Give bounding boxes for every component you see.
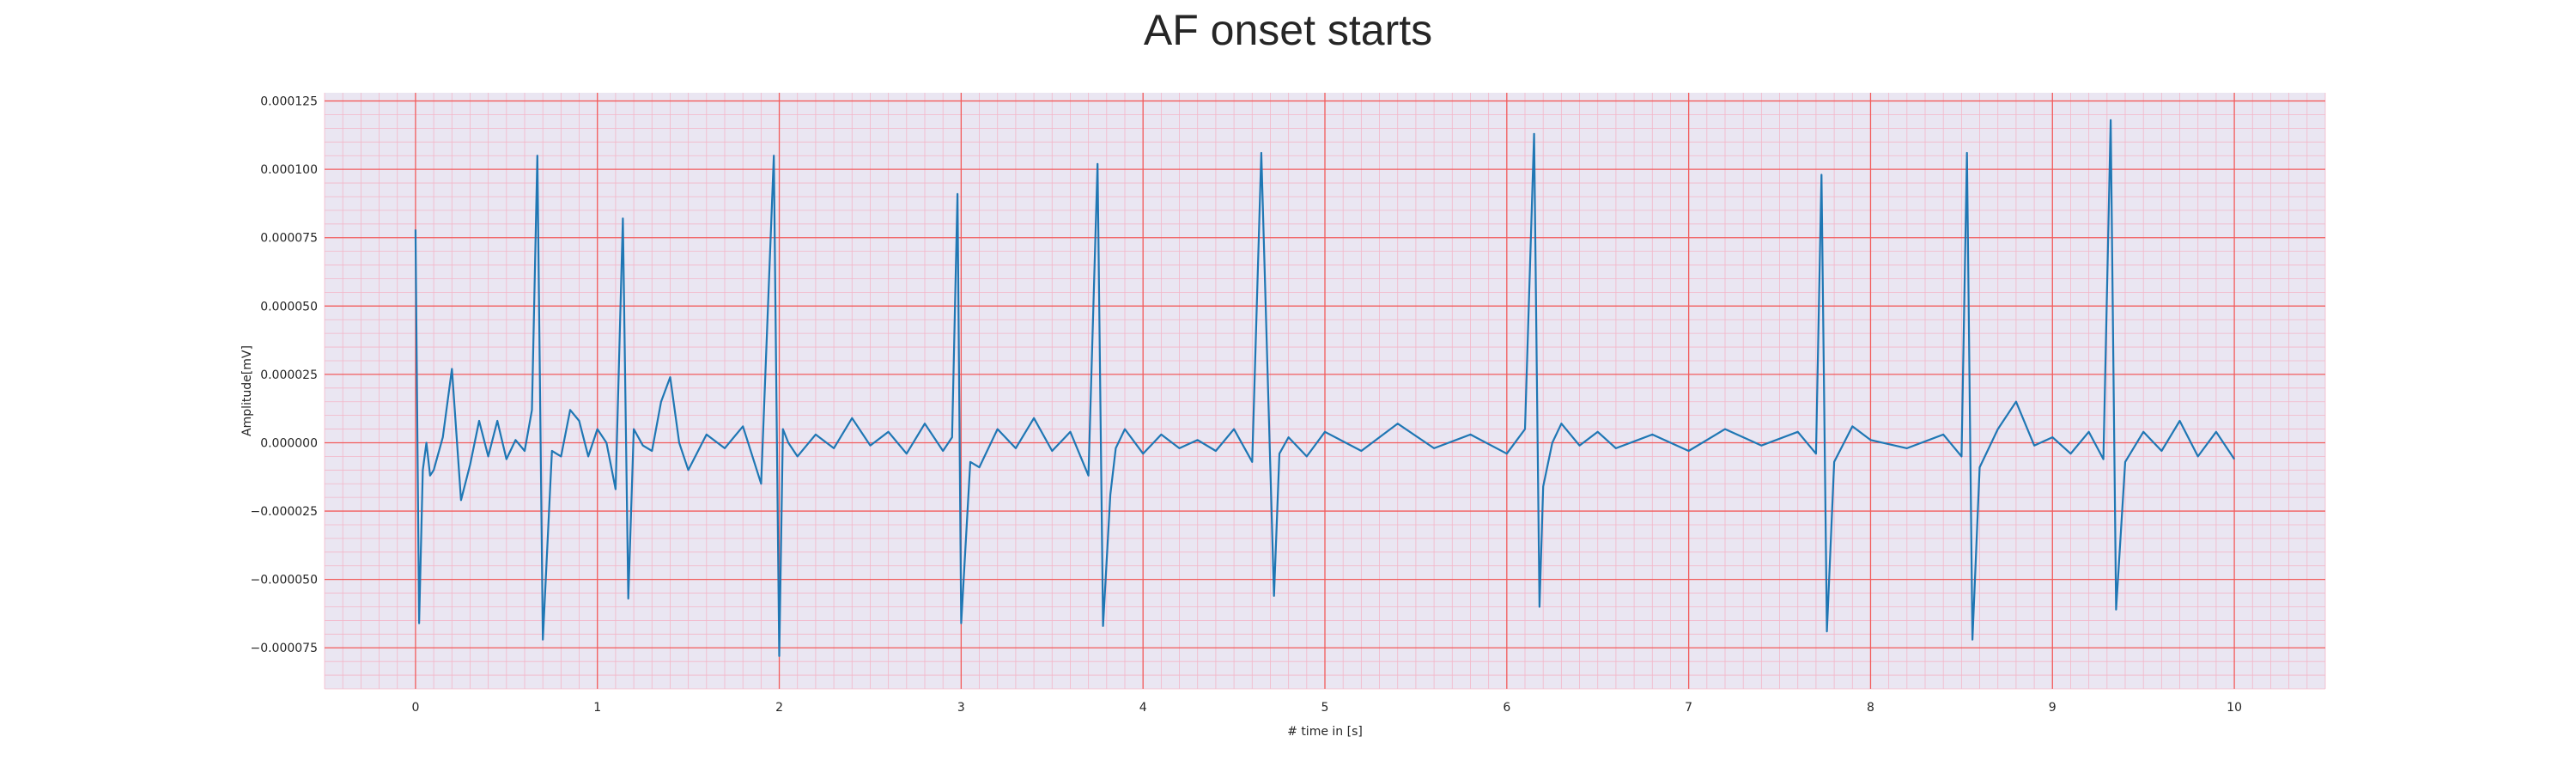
y-tick-labels: −0.000075 −0.000050 −0.000025 0.000000 0.000… [250, 95, 318, 656]
y-tick-label: 0.000075 [260, 232, 318, 246]
x-tick-label: 5 [1321, 701, 1329, 715]
x-tick-label: 9 [2049, 701, 2057, 715]
x-tick-label: 1 [593, 701, 601, 715]
x-tick-label: 3 [957, 701, 965, 715]
x-tick-label: 7 [1685, 701, 1692, 715]
y-tick-label: −0.000050 [250, 574, 318, 587]
x-axis-label: # time in [s] [1287, 725, 1363, 739]
y-tick-label: −0.000075 [250, 642, 318, 655]
y-tick-label: −0.000025 [250, 505, 318, 519]
x-tick-label: 8 [1867, 701, 1874, 715]
x-tick-label: 2 [775, 701, 783, 715]
y-tick-label: 0.000025 [260, 368, 318, 382]
x-tick-label: 4 [1139, 701, 1147, 715]
y-axis-label: Amplitude[mV] [240, 345, 254, 436]
x-tick-label: 10 [2227, 701, 2242, 715]
y-tick-label: 0.000125 [260, 95, 318, 109]
x-tick-label: 0 [411, 701, 419, 715]
y-tick-label: 0.000000 [260, 436, 318, 450]
y-tick-label: 0.000050 [260, 300, 318, 313]
y-tick-label: 0.000100 [260, 163, 318, 177]
x-tick-label: 6 [1503, 701, 1510, 715]
x-tick-labels: 0 1 2 3 4 5 6 7 8 9 10 [411, 701, 2242, 715]
